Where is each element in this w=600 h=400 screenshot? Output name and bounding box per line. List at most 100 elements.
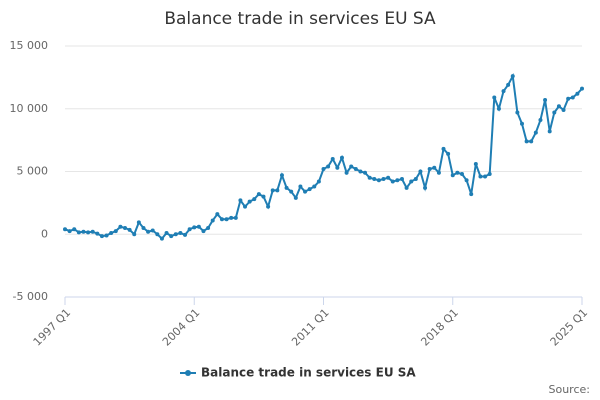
point bbox=[219, 217, 224, 222]
point bbox=[123, 225, 128, 230]
point bbox=[469, 192, 474, 197]
point bbox=[104, 233, 109, 238]
point bbox=[307, 187, 312, 192]
point bbox=[381, 177, 386, 182]
chart-title: Balance trade in services EU SA bbox=[164, 9, 436, 29]
series-line bbox=[64, 72, 583, 241]
x-tick-label: 2018 Q1 bbox=[418, 306, 461, 349]
point bbox=[201, 229, 206, 234]
point bbox=[113, 229, 118, 234]
point bbox=[335, 165, 340, 170]
x-tick-label: 2011 Q1 bbox=[289, 306, 332, 349]
source: Source: bbox=[549, 383, 591, 396]
point bbox=[575, 91, 580, 96]
point bbox=[279, 173, 284, 178]
point bbox=[90, 229, 95, 234]
point bbox=[349, 164, 354, 169]
point bbox=[556, 104, 561, 109]
point bbox=[303, 189, 308, 194]
point bbox=[261, 194, 266, 199]
point bbox=[159, 236, 164, 241]
y-tick-label: 5 000 bbox=[17, 165, 49, 178]
point bbox=[169, 234, 174, 239]
point bbox=[99, 234, 104, 239]
point bbox=[496, 106, 501, 111]
point bbox=[256, 192, 261, 197]
point bbox=[533, 130, 538, 135]
point bbox=[293, 195, 298, 200]
x-tick-label: 2004 Q1 bbox=[160, 306, 203, 349]
y-tick-label: 0 bbox=[41, 227, 48, 240]
point bbox=[215, 212, 220, 217]
point bbox=[312, 184, 317, 189]
point bbox=[210, 218, 215, 223]
point bbox=[455, 170, 460, 175]
point bbox=[543, 97, 548, 102]
point bbox=[247, 199, 252, 204]
point bbox=[450, 173, 455, 178]
point bbox=[390, 179, 395, 184]
point bbox=[229, 215, 234, 220]
point bbox=[164, 230, 169, 235]
point bbox=[192, 225, 197, 230]
legend-marker bbox=[185, 370, 191, 376]
point bbox=[270, 188, 275, 193]
point bbox=[178, 230, 183, 235]
point bbox=[552, 110, 557, 115]
point bbox=[206, 225, 211, 230]
point bbox=[298, 184, 303, 189]
point bbox=[127, 227, 132, 232]
point bbox=[289, 189, 294, 194]
point bbox=[376, 178, 381, 183]
point bbox=[284, 185, 289, 190]
point bbox=[547, 129, 552, 134]
point bbox=[473, 161, 478, 166]
point bbox=[464, 178, 469, 183]
point bbox=[506, 82, 511, 87]
point bbox=[224, 217, 229, 222]
point bbox=[487, 172, 492, 177]
point bbox=[266, 204, 271, 209]
point bbox=[510, 74, 515, 79]
point bbox=[196, 224, 201, 229]
point bbox=[570, 95, 575, 100]
point bbox=[483, 174, 488, 179]
point bbox=[492, 95, 497, 100]
point bbox=[330, 156, 335, 161]
point bbox=[409, 179, 414, 184]
point bbox=[67, 229, 72, 234]
point bbox=[404, 185, 409, 190]
point bbox=[372, 177, 377, 182]
y-tick-label: 15 000 bbox=[10, 39, 49, 52]
point bbox=[561, 108, 566, 113]
point bbox=[367, 175, 372, 180]
point bbox=[459, 172, 464, 177]
point bbox=[358, 169, 363, 174]
legend-label: Balance trade in services EU SA bbox=[201, 366, 416, 380]
point bbox=[233, 215, 238, 220]
point bbox=[95, 231, 100, 236]
point bbox=[501, 89, 506, 94]
point bbox=[150, 228, 155, 233]
x-tick-label: 2025 Q1 bbox=[548, 306, 591, 349]
point bbox=[363, 170, 368, 175]
point bbox=[478, 174, 483, 179]
point bbox=[580, 86, 584, 91]
point bbox=[316, 179, 321, 184]
point bbox=[441, 146, 446, 151]
point bbox=[326, 164, 331, 169]
point bbox=[109, 230, 114, 235]
y-tick-label: -5 000 bbox=[13, 290, 48, 303]
point bbox=[141, 225, 146, 230]
point bbox=[432, 165, 437, 170]
point bbox=[136, 220, 141, 225]
point bbox=[519, 121, 524, 126]
point bbox=[524, 139, 529, 144]
point bbox=[183, 232, 188, 237]
point bbox=[413, 177, 418, 182]
point bbox=[353, 166, 358, 171]
point bbox=[72, 227, 77, 232]
point bbox=[418, 169, 423, 174]
point bbox=[238, 198, 243, 203]
